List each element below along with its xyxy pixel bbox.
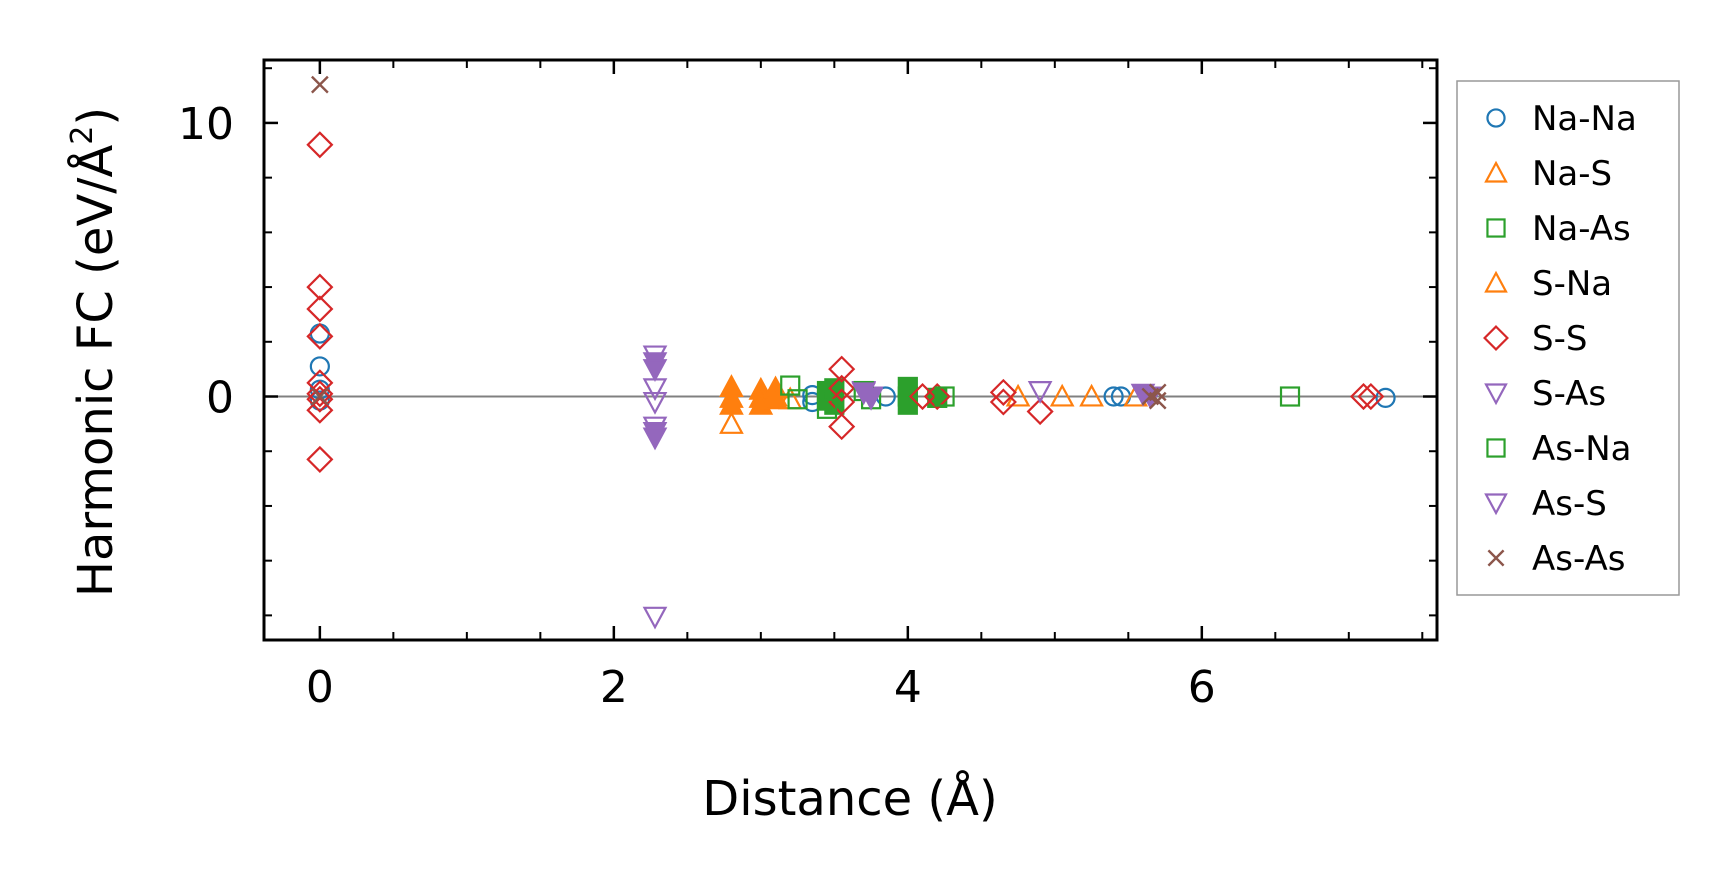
point-s-as-4 (642, 606, 668, 630)
legend-label-na-as: Na-As (1532, 209, 1631, 249)
point-s-s-1 (306, 273, 334, 301)
point-s-na-1 (763, 383, 788, 407)
point-na-na-9 (1375, 387, 1396, 408)
legend-marker-na-na (1486, 108, 1506, 128)
point-s-s-18 (1349, 382, 1378, 411)
point-s-s-9 (828, 355, 856, 383)
point-na-s-7 (763, 386, 788, 410)
point-s-s-17 (1026, 398, 1054, 426)
legend-label-as-as: As-As (1532, 539, 1625, 579)
point-s-s-14 (923, 382, 951, 411)
point-na-na-7 (1103, 386, 1124, 407)
point-as-na-0 (780, 375, 801, 396)
series-as-as (311, 75, 1167, 410)
point-as-na-2 (816, 398, 838, 419)
y-axis-label-main: Harmonic FC (eV/Å (67, 145, 124, 598)
legend-marker-s-s (1483, 325, 1509, 351)
point-s-s-0 (306, 131, 334, 159)
y-axis-label-close: ) (68, 107, 124, 126)
point-s-as-2 (642, 391, 668, 415)
legend-marker-as-as (1487, 549, 1505, 567)
point-as-s-3 (642, 427, 668, 451)
y-axis-label-superscript: 2 (65, 126, 100, 145)
point-s-s-6 (306, 385, 334, 413)
legend-marker-s-na (1484, 270, 1508, 293)
point-as-as-1 (311, 387, 329, 406)
point-s-s-16 (989, 388, 1017, 416)
point-s-s-12 (828, 413, 856, 441)
point-na-na-3 (309, 390, 330, 411)
point-as-na-5 (934, 386, 955, 407)
point-na-na-0 (309, 323, 330, 344)
legend-label-s-s: S-S (1532, 319, 1587, 359)
legend-label-s-na: S-Na (1532, 264, 1612, 304)
axis-ticks: 0 2 4 6 0 10 (178, 60, 1437, 713)
x-tick-label: 4 (894, 662, 922, 713)
point-s-s-2 (306, 295, 334, 323)
series-na-s (719, 374, 788, 415)
point-s-s-3 (306, 322, 334, 350)
point-as-as-4 (1148, 391, 1167, 410)
x-tick-label: 0 (306, 662, 334, 713)
point-s-s-8 (306, 445, 334, 473)
point-s-s-10 (828, 374, 856, 402)
point-s-s-15 (989, 378, 1017, 406)
x-tick-label: 2 (600, 662, 628, 713)
point-s-na-5 (1079, 383, 1104, 407)
legend-marker-as-s (1484, 493, 1508, 516)
x-tick-label: 6 (1188, 662, 1216, 713)
point-as-na-6 (1279, 386, 1301, 407)
point-as-na-1 (787, 389, 808, 410)
legend-label-s-as: S-As (1532, 374, 1606, 414)
series-s-s (306, 131, 1385, 473)
point-s-s-7 (306, 396, 334, 424)
point-as-s-5 (858, 387, 884, 411)
point-na-as-6 (897, 394, 918, 415)
legend-label-as-na: As-Na (1532, 429, 1632, 469)
point-na-as-2 (824, 378, 845, 399)
plot-frame (262, 58, 1439, 642)
legend-label-na-na: Na-Na (1532, 99, 1637, 139)
y-axis-label: Harmonic FC (eV/Å2) (65, 107, 124, 597)
point-as-s-1 (642, 359, 668, 382)
point-s-s-19 (1357, 382, 1385, 411)
legend-marker-na-s (1484, 160, 1508, 183)
y-tick-label: 10 (178, 99, 234, 150)
plot-area (264, 75, 1437, 630)
point-as-as-3 (1148, 383, 1167, 402)
legend-marker-na-as (1486, 218, 1506, 238)
legend-marker-as-na (1486, 438, 1506, 458)
point-s-na-0 (719, 411, 744, 434)
point-s-as-7 (1027, 381, 1053, 404)
x-axis-label: Distance (Å) (702, 770, 997, 827)
legend-label-na-s: Na-S (1532, 154, 1612, 194)
legend-marker-s-as (1484, 383, 1508, 406)
y-tick-label: 0 (206, 373, 234, 424)
point-na-na-1 (309, 356, 330, 377)
series-s-as (642, 345, 1053, 630)
point-as-as-0 (311, 75, 329, 94)
legend-label-as-s: As-S (1532, 484, 1607, 524)
point-s-na-4 (1049, 383, 1075, 407)
legend: Na-Na Na-S Na-As S-Na S-S S-As As-Na As-S As-As (1456, 80, 1680, 596)
